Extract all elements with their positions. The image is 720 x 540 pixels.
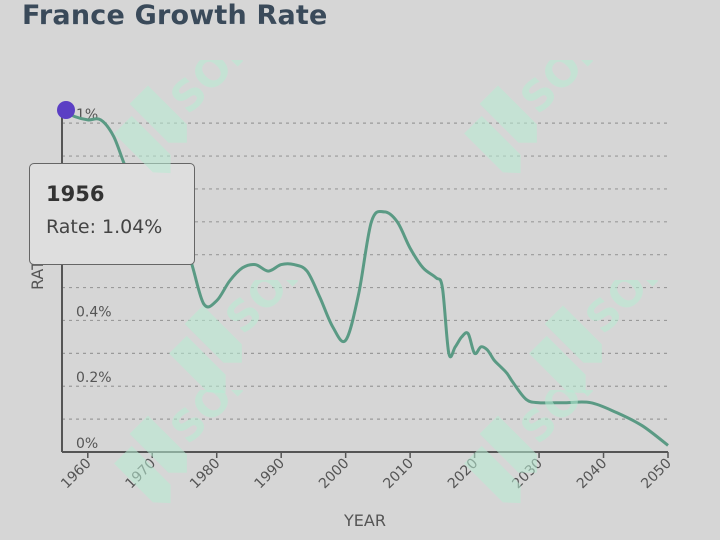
x-tick-label: 1960	[58, 456, 95, 493]
svg-text:SOFF: SOFF	[511, 60, 633, 123]
watermark-icon: SOFF	[529, 221, 698, 394]
watermark-logo: SOFF	[95, 1, 283, 190]
watermark-logo: SOFF	[150, 221, 338, 410]
watermark-icon: SOFF	[464, 1, 633, 174]
svg-text:SOFF: SOFF	[216, 280, 338, 343]
watermark-icon: SOFF	[114, 1, 283, 174]
y-tick-labels: 0%0.2%0.4%1%	[76, 107, 112, 452]
y-tick-label: 0%	[76, 436, 98, 452]
tooltip-year: 1956	[46, 182, 105, 206]
x-tick-label: 2050	[638, 456, 675, 493]
watermark-logo: SOFF	[510, 221, 698, 410]
y-tick-label: 0.4%	[76, 304, 112, 320]
svg-text:SOFF: SOFF	[161, 60, 283, 123]
watermark-logo: SOFF	[445, 1, 633, 190]
watermark-icon: SOFF	[169, 221, 338, 394]
hover-marker[interactable]	[57, 101, 75, 119]
x-tick-label: 2000	[316, 456, 353, 493]
chart-tooltip: 1956 Rate: 1.04%	[29, 163, 195, 265]
x-tick-label: 2010	[380, 456, 417, 493]
svg-text:SOFF: SOFF	[576, 280, 698, 343]
y-tick-label: 0.2%	[76, 370, 112, 386]
tooltip-rate: Rate: 1.04%	[46, 216, 163, 238]
x-axis-label: YEAR	[343, 511, 386, 530]
chart-title: France Growth Rate	[22, 0, 328, 31]
